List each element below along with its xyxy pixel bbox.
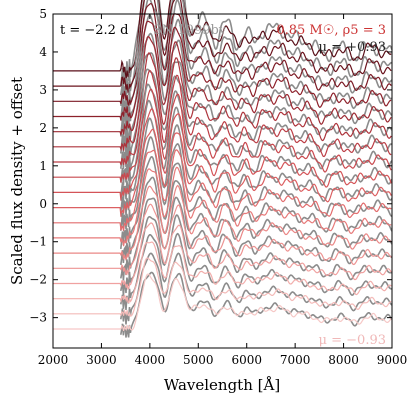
y-tick-label: 1 [39, 159, 47, 173]
observed-spectrum-line [120, 232, 392, 310]
x-tick-label: 6000 [231, 353, 262, 367]
observed-spectrum-line [120, 68, 393, 171]
model-spectrum-line [53, 35, 392, 136]
x-tick-label: 2000 [38, 353, 69, 367]
model-spectrum-line [53, 108, 392, 201]
model-spectrum-line [53, 222, 392, 290]
y-tick-label: −1 [29, 235, 47, 249]
x-tick-label: 7000 [280, 353, 311, 367]
model-spectrum-line [53, 69, 392, 167]
model-spectrum-line [53, 128, 392, 217]
model-spectrum-line [53, 52, 392, 152]
annotation-model-label: 0.85 M☉, ρ5 = 3 [276, 23, 386, 38]
x-tick-label: 5000 [183, 353, 214, 367]
y-tick-label: 3 [39, 83, 47, 97]
annotation-time: t = −2.2 d [60, 23, 128, 38]
model-spectrum-line [53, 2, 392, 107]
model-spectrum-line [53, 257, 392, 317]
model-spectrum-line [53, 166, 392, 247]
observed-spectrum-line [120, 271, 393, 338]
y-tick-label: 4 [39, 45, 47, 59]
model-spectrum-line [53, 88, 392, 183]
model-spectrum-line [53, 20, 392, 121]
y-tick-label: −2 [29, 273, 47, 287]
x-tick-label: 8000 [328, 353, 359, 367]
x-axis-label: Wavelength [Å] [164, 376, 280, 394]
y-tick-label: 0 [39, 197, 47, 211]
y-tick-label: −3 [29, 311, 47, 325]
observed-spectrum-line [120, 0, 393, 105]
tick-layer: 2000 3000 4000 5000 6000 7000 8000 9000 −3 −2 −1 0 1… [29, 7, 407, 367]
y-tick-label: 2 [39, 121, 47, 135]
observed-spectrum-line [120, 83, 393, 186]
model-spectrum-line [53, 0, 392, 79]
model-spectrum-line [53, 203, 392, 276]
x-tick-label: 3000 [86, 353, 117, 367]
annotation-mu-bottom: μ = −0.93 [319, 333, 386, 348]
observed-spectrum-line [120, 156, 393, 249]
model-spectrum-line [53, 273, 392, 332]
y-axis-label: Scaled flux density + offset [8, 77, 26, 285]
observed-spectrum-line [120, 0, 393, 120]
plot-frame [52, 13, 393, 349]
annotation-observed-label: SN 1999by [153, 23, 227, 38]
y-tick-label: 5 [39, 7, 47, 21]
model-spectrum-line [53, 149, 392, 232]
model-spectrum-line [53, 241, 392, 304]
annotation-mu-top: μ = +0.93 [319, 40, 386, 55]
model-spectrum-line [53, 0, 392, 94]
x-tick-label: 9000 [377, 353, 408, 367]
series-layer [53, 0, 393, 338]
x-tick-label: 4000 [135, 353, 166, 367]
model-spectrum-line [53, 184, 392, 263]
